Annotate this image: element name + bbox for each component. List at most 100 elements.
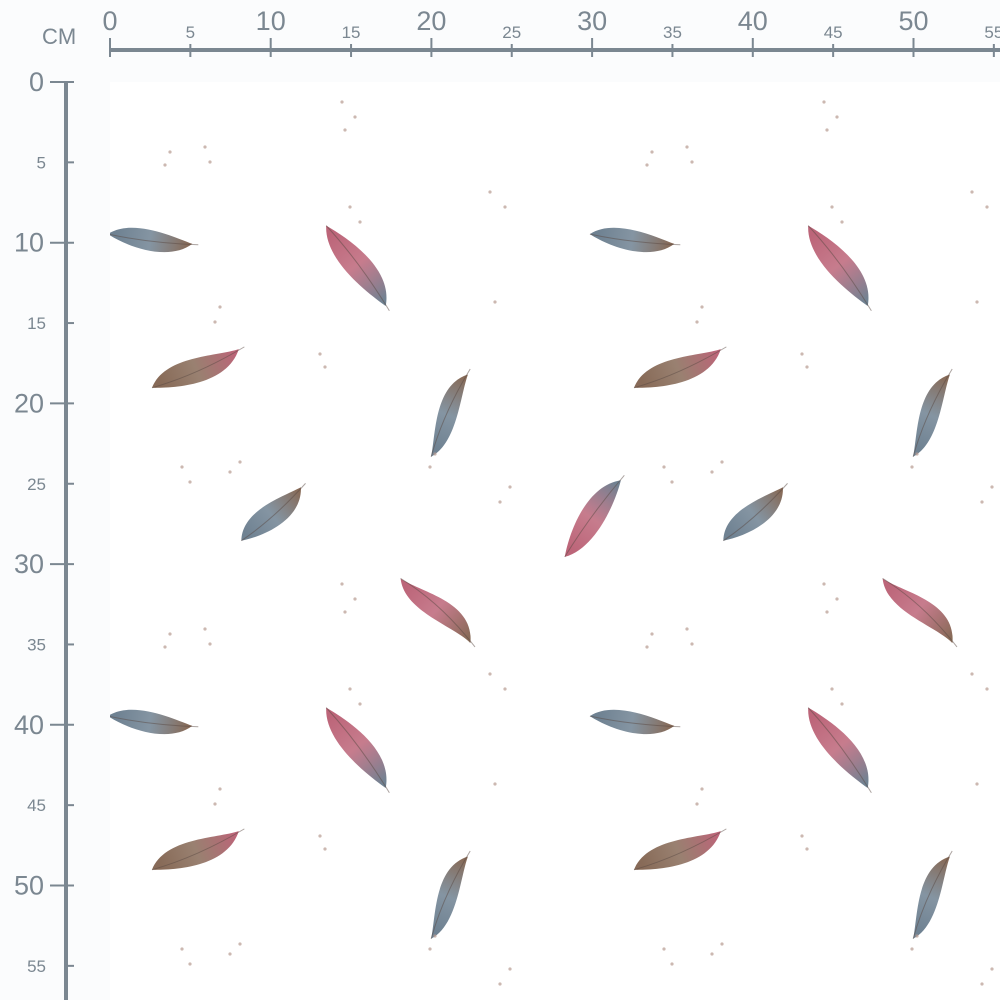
speckle-dot [348, 687, 352, 691]
feather-motif [912, 850, 953, 939]
left-tick-label: 35 [27, 635, 46, 654]
speckle-dot [915, 934, 919, 938]
speckle-dot [228, 952, 232, 956]
feather-motif [589, 709, 681, 735]
speckle-dot [695, 320, 699, 324]
speckle-dot [488, 672, 492, 676]
speckle-dot [840, 702, 844, 706]
speckle-dot [163, 163, 167, 167]
speckle-dot [218, 787, 222, 791]
speckle-dot [822, 100, 826, 104]
feather-motif [151, 828, 245, 871]
speckle-dot [503, 205, 507, 209]
speckle-dot [318, 352, 322, 356]
speckle-dot [910, 947, 914, 951]
speckle-dot [685, 145, 689, 149]
feather-motif [430, 850, 471, 939]
speckle-dot [428, 947, 432, 951]
top-tick-label: 40 [738, 6, 768, 36]
feather-motif [633, 828, 727, 871]
speckle-dot [353, 597, 357, 601]
speckle-dot [348, 205, 352, 209]
top-tick-label: 45 [824, 23, 843, 42]
top-tick-label: 10 [256, 6, 286, 36]
speckle-dot [710, 952, 714, 956]
speckle-dot [720, 942, 724, 946]
feather-motif [723, 483, 788, 542]
speckle-dot [218, 305, 222, 309]
left-tick-label: 20 [14, 388, 44, 418]
speckle-dot [835, 115, 839, 119]
speckle-dot [645, 163, 649, 167]
speckle-dot [323, 365, 327, 369]
speckle-dot [498, 982, 502, 986]
speckle-dot [343, 128, 347, 132]
top-tick-label: 30 [577, 6, 607, 36]
speckle-dot [970, 672, 974, 676]
speckle-dot [168, 150, 172, 154]
feather-motif [807, 225, 872, 312]
speckle-dot [805, 365, 809, 369]
feather-motif [882, 578, 958, 648]
feather-motif [400, 578, 476, 648]
speckle-dot [710, 470, 714, 474]
speckle-dot [488, 190, 492, 194]
feather-motif [633, 346, 727, 389]
top-tick-label: 15 [342, 23, 361, 42]
speckle-dot [650, 632, 654, 636]
feather-motif [807, 707, 872, 794]
speckle-dot [695, 802, 699, 806]
speckle-dot [670, 480, 674, 484]
left-tick-label: 0 [29, 67, 44, 97]
speckle-dot [323, 847, 327, 851]
left-tick-label: 55 [27, 957, 46, 976]
feather-motif [589, 227, 681, 253]
speckle-dot [188, 480, 192, 484]
left-tick-label: 45 [27, 796, 46, 815]
speckle-dot [493, 300, 497, 304]
feather-motif [110, 709, 199, 735]
speckle-dot [180, 465, 184, 469]
top-tick-label: 20 [416, 6, 446, 36]
left-tick-label: 15 [27, 314, 46, 333]
speckle-dot [822, 582, 826, 586]
feather-motif [151, 346, 245, 389]
fabric-preview [110, 82, 1000, 1000]
speckle-dot [188, 962, 192, 966]
speckle-dot [493, 782, 497, 786]
speckle-dot [340, 582, 344, 586]
speckle-dot [228, 470, 232, 474]
feather-pattern [110, 100, 994, 986]
top-tick-label: 55 [984, 23, 1000, 42]
speckle-dot [208, 160, 212, 164]
speckle-dot [985, 205, 989, 209]
speckle-dot [720, 460, 724, 464]
speckle-dot [990, 967, 994, 971]
speckle-dot [238, 460, 242, 464]
left-tick-label: 30 [14, 549, 44, 579]
speckle-dot [975, 782, 979, 786]
top-tick-label: 0 [102, 6, 117, 36]
left-tick-label: 50 [14, 871, 44, 901]
feather-motif [564, 474, 625, 558]
speckle-dot [700, 787, 704, 791]
speckle-dot [990, 485, 994, 489]
speckle-dot [690, 160, 694, 164]
left-tick-label: 5 [37, 153, 46, 172]
speckle-dot [650, 150, 654, 154]
speckle-dot [662, 465, 666, 469]
speckle-dot [700, 305, 704, 309]
speckle-dot [800, 352, 804, 356]
feather-motif [110, 227, 199, 253]
speckle-dot [670, 962, 674, 966]
speckle-dot [825, 610, 829, 614]
speckle-dot [180, 947, 184, 951]
speckle-dot [975, 300, 979, 304]
speckle-dot [203, 145, 207, 149]
speckle-dot [508, 967, 512, 971]
feather-motif [430, 368, 471, 457]
speckle-dot [353, 115, 357, 119]
feather-motif [325, 707, 390, 794]
speckle-dot [910, 465, 914, 469]
feather-motif [912, 368, 953, 457]
